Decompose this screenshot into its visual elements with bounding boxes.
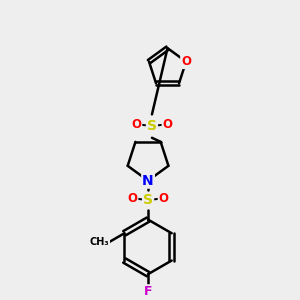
Text: F: F xyxy=(144,285,152,298)
Text: S: S xyxy=(143,193,153,207)
Text: N: N xyxy=(142,174,154,188)
Text: O: O xyxy=(181,55,191,68)
Text: O: O xyxy=(159,192,169,205)
Text: O: O xyxy=(131,118,141,130)
Text: CH₃: CH₃ xyxy=(90,237,109,247)
Text: O: O xyxy=(163,118,172,130)
Text: O: O xyxy=(128,192,137,205)
Text: S: S xyxy=(147,119,157,133)
